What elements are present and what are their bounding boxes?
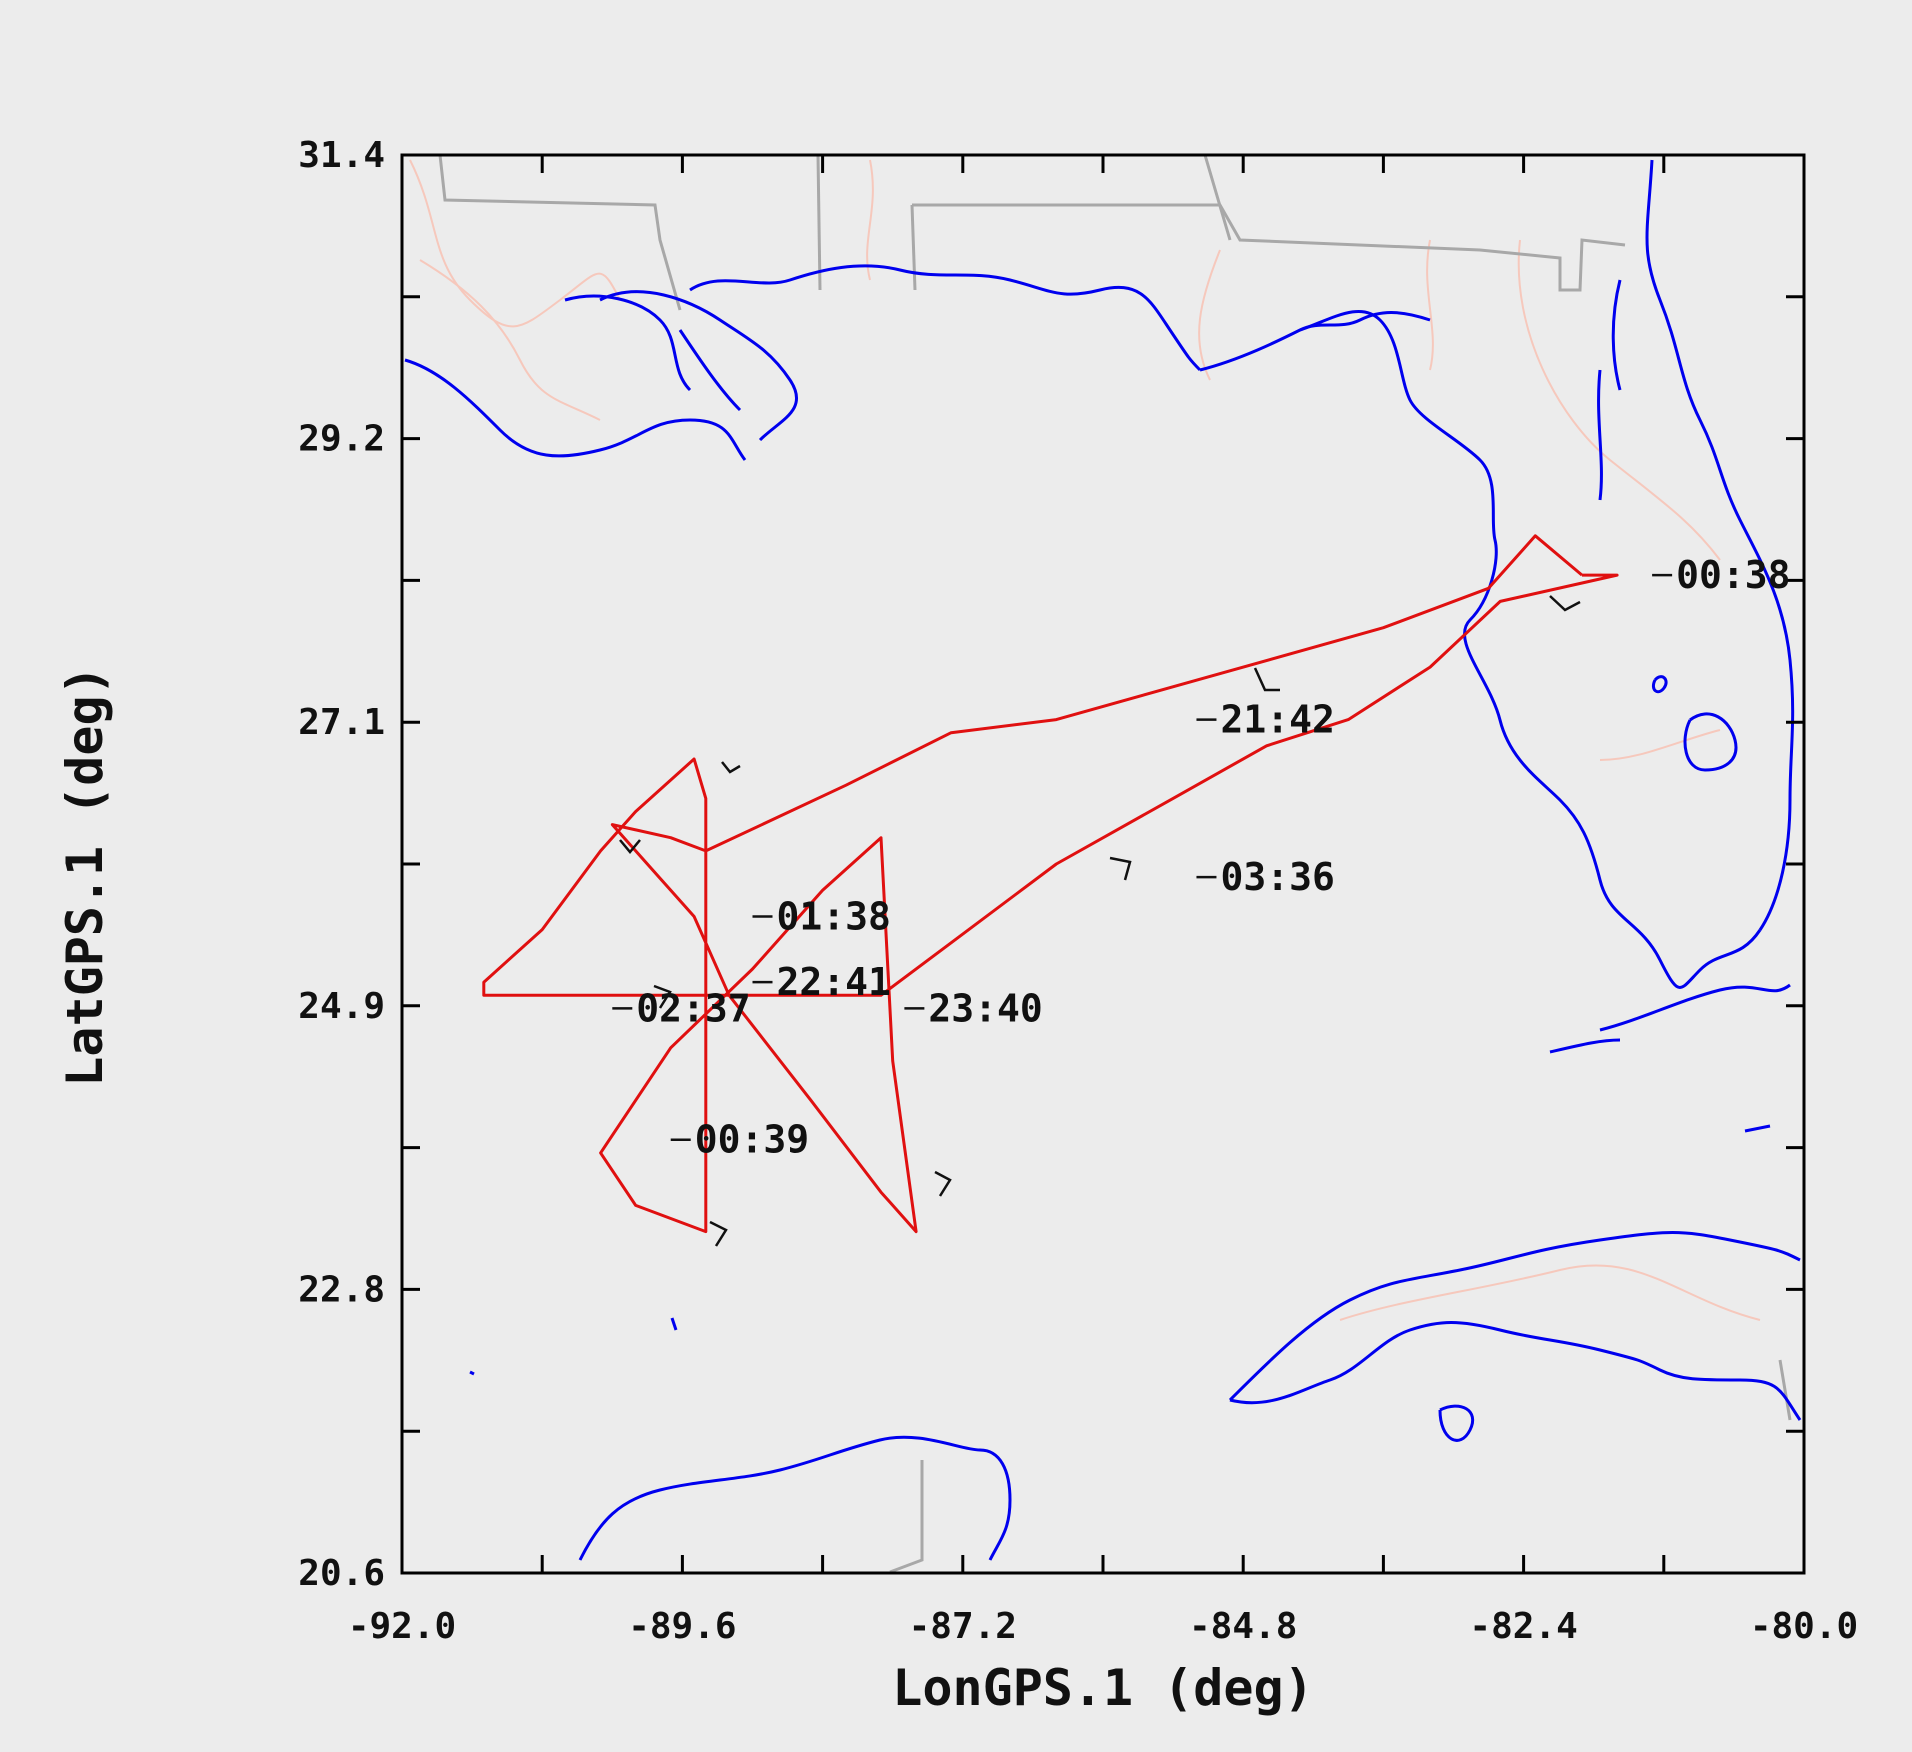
y-tick-label: 24.9 xyxy=(298,986,385,1027)
time-label: 21:42 xyxy=(1220,698,1334,742)
borders xyxy=(438,154,1792,1574)
y-axis-title: LatGPS.1 (deg) xyxy=(56,665,114,1086)
tick-labels: -92.0 -89.6 -87.2 -84.8 -82.4 -80.0 31.4 29.2 27… xyxy=(298,135,1858,1647)
time-label: 00:38 xyxy=(1676,553,1790,597)
time-labels: 21:42 03:36 01:38 22:41 02:37 23:40 00:39 00:38 xyxy=(612,553,1791,1162)
time-label: 01:38 xyxy=(777,895,891,939)
plot-frame xyxy=(400,153,1806,1575)
flight-track xyxy=(482,534,1619,1234)
y-tick-label: 27.1 xyxy=(298,702,385,743)
x-axis-title: LonGPS.1 (deg) xyxy=(892,1659,1313,1717)
x-tick-label: -82.4 xyxy=(1469,1606,1577,1647)
time-label: 22:41 xyxy=(777,960,891,1004)
x-tick-label: -84.8 xyxy=(1189,1606,1297,1647)
y-tick-label: 29.2 xyxy=(298,419,385,460)
x-tick-label: -89.6 xyxy=(628,1606,736,1647)
y-tick-label: 31.4 xyxy=(298,135,385,176)
y-tick-label: 22.8 xyxy=(298,1269,385,1310)
time-label: 03:36 xyxy=(1220,855,1334,899)
x-tick-label: -92.0 xyxy=(348,1606,456,1647)
time-label: 00:39 xyxy=(695,1118,809,1162)
axis-ticks xyxy=(400,153,1806,1575)
rivers xyxy=(409,159,1761,1321)
time-label: 02:37 xyxy=(636,986,750,1030)
direction-arrows xyxy=(619,595,1581,1247)
y-tick-label: 20.6 xyxy=(298,1553,385,1594)
time-label: 23:40 xyxy=(928,986,1042,1030)
coastlines xyxy=(404,159,1802,1561)
x-tick-label: -80.0 xyxy=(1750,1606,1858,1647)
x-tick-label: -87.2 xyxy=(909,1606,1017,1647)
